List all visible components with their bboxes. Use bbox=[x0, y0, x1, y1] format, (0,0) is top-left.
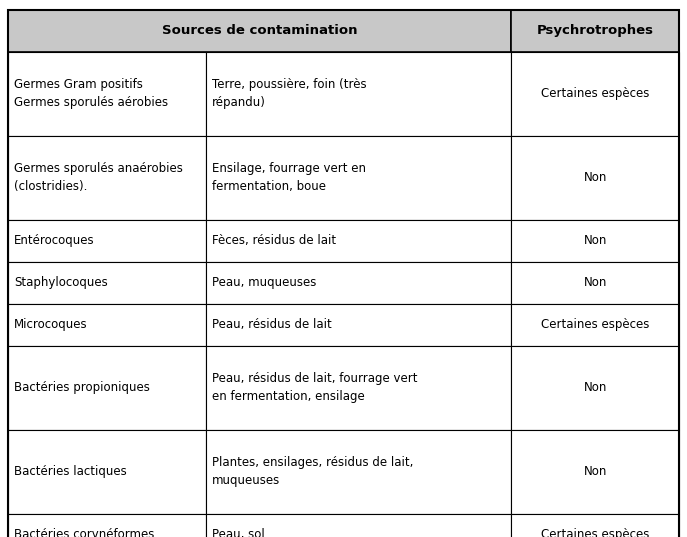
Bar bbox=[511, 262, 679, 304]
Text: Peau, résidus de lait: Peau, résidus de lait bbox=[212, 318, 332, 331]
Bar bbox=[8, 136, 206, 220]
Bar bbox=[8, 514, 206, 537]
Text: Non: Non bbox=[583, 381, 607, 395]
Bar bbox=[8, 220, 206, 262]
Bar bbox=[8, 346, 206, 430]
Text: Microcoques: Microcoques bbox=[14, 318, 88, 331]
Bar bbox=[8, 430, 206, 514]
Bar bbox=[8, 52, 206, 136]
Text: Bactéries propioniques: Bactéries propioniques bbox=[14, 381, 150, 395]
Text: Non: Non bbox=[583, 277, 607, 289]
Text: Germes Gram positifs
Germes sporulés aérobies: Germes Gram positifs Germes sporulés aér… bbox=[14, 78, 168, 110]
Text: Certaines espèces: Certaines espèces bbox=[541, 318, 649, 331]
Text: Staphylocoques: Staphylocoques bbox=[14, 277, 108, 289]
Text: Peau, résidus de lait, fourrage vert
en fermentation, ensilage: Peau, résidus de lait, fourrage vert en … bbox=[212, 373, 418, 403]
Bar bbox=[511, 136, 679, 220]
Text: Non: Non bbox=[583, 235, 607, 248]
Text: Non: Non bbox=[583, 171, 607, 185]
Text: Peau, muqueuses: Peau, muqueuses bbox=[212, 277, 316, 289]
Text: Peau, sol: Peau, sol bbox=[212, 528, 264, 537]
Bar bbox=[8, 262, 206, 304]
Text: Certaines espèces: Certaines espèces bbox=[541, 528, 649, 537]
Bar bbox=[206, 262, 511, 304]
Text: Ensilage, fourrage vert en
fermentation, boue: Ensilage, fourrage vert en fermentation,… bbox=[212, 163, 366, 193]
Text: Psychrotrophes: Psychrotrophes bbox=[537, 25, 653, 38]
Bar bbox=[511, 346, 679, 430]
Text: Germes sporulés anaérobies
(clostridies).: Germes sporulés anaérobies (clostridies)… bbox=[14, 163, 183, 193]
Bar bbox=[206, 304, 511, 346]
Bar bbox=[206, 52, 511, 136]
Bar bbox=[206, 136, 511, 220]
Text: Certaines espèces: Certaines espèces bbox=[541, 88, 649, 100]
Text: Non: Non bbox=[583, 466, 607, 478]
Bar bbox=[206, 346, 511, 430]
Text: Bactéries lactiques: Bactéries lactiques bbox=[14, 466, 126, 478]
Text: Plantes, ensilages, résidus de lait,
muqueuses: Plantes, ensilages, résidus de lait, muq… bbox=[212, 456, 414, 488]
Bar bbox=[511, 430, 679, 514]
Bar bbox=[206, 220, 511, 262]
Bar bbox=[8, 304, 206, 346]
Text: Fèces, résidus de lait: Fèces, résidus de lait bbox=[212, 235, 336, 248]
Text: Terre, poussière, foin (très
répandu): Terre, poussière, foin (très répandu) bbox=[212, 78, 367, 110]
Bar bbox=[206, 514, 511, 537]
Bar bbox=[511, 10, 679, 52]
Bar bbox=[8, 10, 511, 52]
Bar bbox=[511, 220, 679, 262]
Text: Bactéries corynéformes: Bactéries corynéformes bbox=[14, 528, 155, 537]
Text: Sources de contamination: Sources de contamination bbox=[162, 25, 357, 38]
Bar bbox=[511, 52, 679, 136]
Bar bbox=[206, 430, 511, 514]
Bar bbox=[511, 514, 679, 537]
Bar bbox=[511, 304, 679, 346]
Text: Entérocoques: Entérocoques bbox=[14, 235, 95, 248]
